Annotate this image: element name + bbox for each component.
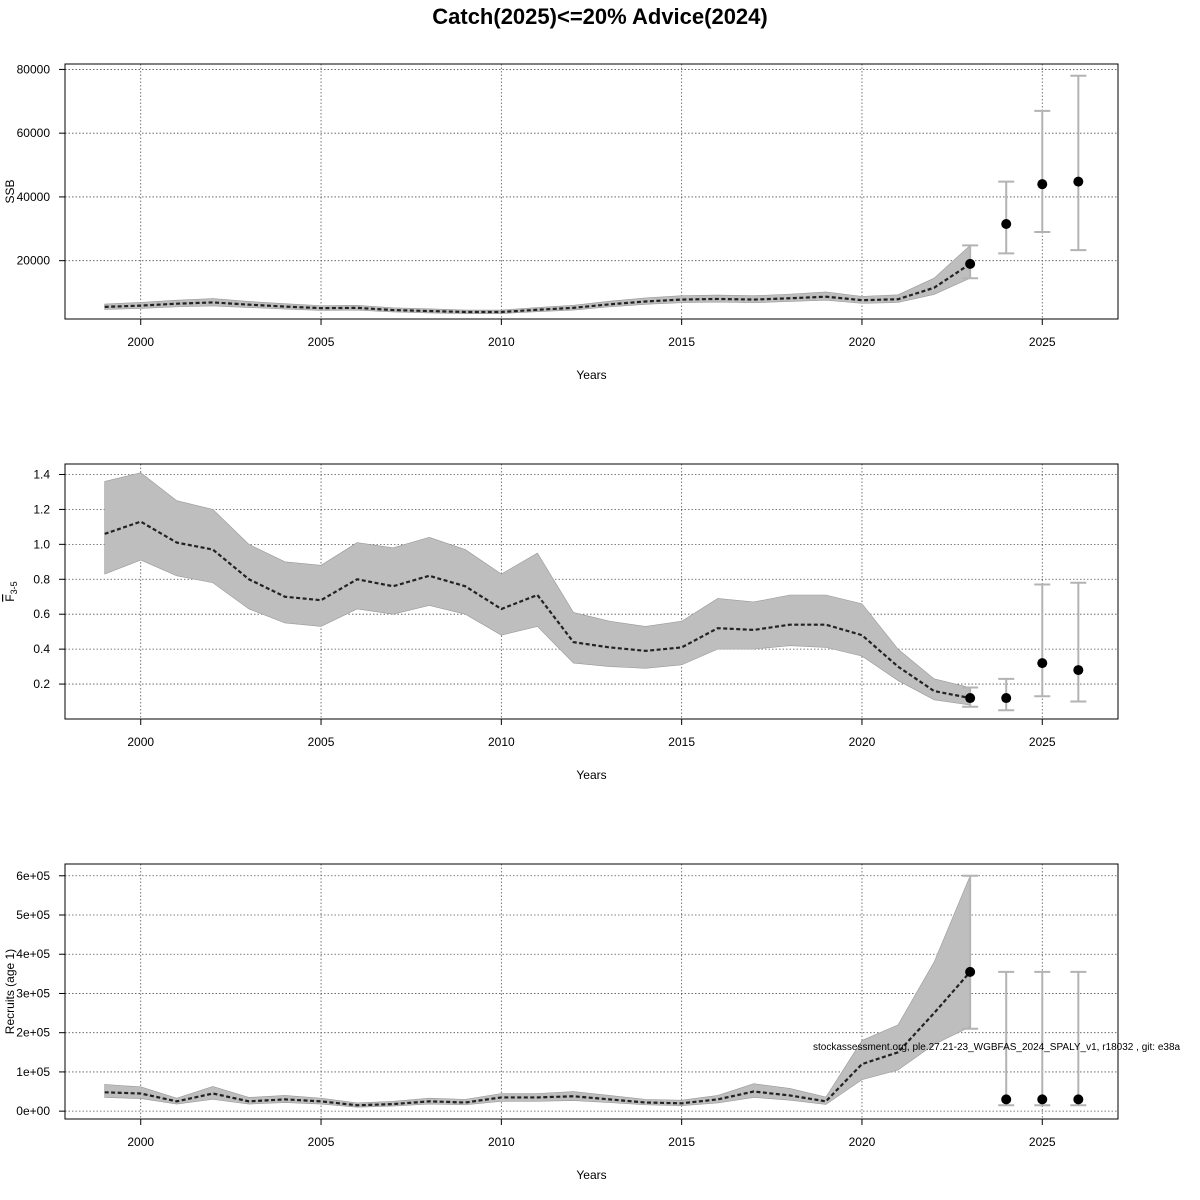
forecast-point bbox=[1037, 658, 1048, 669]
x-tick-label: 2000 bbox=[127, 1135, 154, 1149]
confidence-band bbox=[104, 875, 971, 1108]
y-axis-label: Recruits (age 1) bbox=[3, 949, 17, 1034]
forecast-point bbox=[965, 966, 976, 977]
y-axis-label: SSB bbox=[3, 179, 17, 203]
ssb-panel: 2000 2005 2010 2015 2020 2025 20000 40000 60000 8… bbox=[3, 62, 1119, 382]
y-tick-label: 0.6 bbox=[33, 607, 50, 621]
x-tick-label: 2015 bbox=[668, 735, 695, 749]
x-tick-label: 2010 bbox=[488, 1135, 515, 1149]
forecast-point bbox=[1001, 1094, 1012, 1105]
y-tick-label: 40000 bbox=[17, 190, 51, 204]
x-tick-label: 2025 bbox=[1029, 735, 1056, 749]
estimate-line bbox=[104, 262, 971, 314]
x-axis-label: Years bbox=[576, 368, 606, 382]
y-tick-label: 0e+00 bbox=[16, 1104, 50, 1118]
plot-frame bbox=[64, 863, 1119, 1120]
y-tick-label: 1.0 bbox=[33, 537, 50, 551]
y-tick-label: 1e+05 bbox=[16, 1065, 50, 1079]
y-tick-label: 0.2 bbox=[33, 677, 50, 691]
y-axis-label-main: SSB bbox=[3, 179, 17, 203]
y-tick-label: 1.4 bbox=[33, 467, 50, 481]
x-tick-label: 2025 bbox=[1029, 335, 1056, 349]
forecast-point bbox=[1001, 219, 1012, 230]
y-tick-label: 0.4 bbox=[33, 642, 50, 656]
confidence-band bbox=[104, 472, 971, 706]
plot-frame bbox=[64, 463, 1119, 720]
y-tick-label: 2e+05 bbox=[16, 1026, 50, 1040]
forecast-point bbox=[1073, 176, 1084, 187]
x-axis-label: Years bbox=[576, 768, 606, 782]
y-axis-label-main: F bbox=[3, 594, 17, 601]
forecast-point bbox=[1037, 1094, 1048, 1105]
x-tick-label: 2000 bbox=[127, 735, 154, 749]
x-tick-label: 2020 bbox=[849, 335, 876, 349]
forecast-point bbox=[1073, 665, 1084, 676]
y-axis-label-subscript: 3-5 bbox=[9, 581, 19, 594]
y-axis-label: F3-5 bbox=[3, 581, 19, 601]
x-axis-label: Years bbox=[576, 1168, 606, 1182]
recruitment-panel: 2000 2005 2010 2015 2020 2025 0e+00 1e+05 2e+05 3… bbox=[3, 863, 1119, 1182]
y-tick-label: 0.8 bbox=[33, 572, 50, 586]
estimate-line bbox=[104, 520, 971, 700]
y-tick-label: 6e+05 bbox=[16, 869, 50, 883]
forecast-point bbox=[1037, 179, 1048, 190]
y-tick-label: 3e+05 bbox=[16, 986, 50, 1000]
estimate-line bbox=[104, 971, 971, 1107]
y-tick-label: 20000 bbox=[17, 254, 51, 268]
fishing-mortality-panel: 2000 2005 2010 2015 2020 2025 0.2 0.4 0.6 0.8 1.0 1… bbox=[3, 463, 1119, 782]
watermark-text: stockassessment.org, ple.27.21-23_WGBFAS… bbox=[813, 1042, 1181, 1053]
y-axis-label-main: Recruits (age 1) bbox=[3, 949, 17, 1034]
x-tick-label: 2005 bbox=[308, 735, 335, 749]
x-tick-label: 2020 bbox=[849, 735, 876, 749]
confidence-band bbox=[104, 244, 971, 314]
plot-frame bbox=[64, 63, 1119, 320]
y-tick-label: 80000 bbox=[17, 62, 51, 76]
forecast-point bbox=[965, 693, 976, 704]
y-tick-label: 5e+05 bbox=[16, 908, 50, 922]
chart-title: Catch(2025)<=20% Advice(2024) bbox=[432, 4, 768, 29]
x-tick-label: 2000 bbox=[127, 335, 154, 349]
x-tick-label: 2020 bbox=[849, 1135, 876, 1149]
x-tick-label: 2005 bbox=[308, 1135, 335, 1149]
x-tick-label: 2010 bbox=[488, 335, 515, 349]
x-tick-label: 2025 bbox=[1029, 1135, 1056, 1149]
x-tick-label: 2015 bbox=[668, 335, 695, 349]
forecast-point bbox=[965, 258, 976, 269]
x-tick-label: 2015 bbox=[668, 1135, 695, 1149]
x-tick-label: 2010 bbox=[488, 735, 515, 749]
y-tick-label: 4e+05 bbox=[16, 947, 50, 961]
y-tick-label: 1.2 bbox=[33, 502, 50, 516]
forecast-point bbox=[1073, 1094, 1084, 1105]
forecast-point bbox=[1001, 693, 1012, 704]
y-tick-label: 60000 bbox=[17, 126, 51, 140]
x-tick-label: 2005 bbox=[308, 335, 335, 349]
